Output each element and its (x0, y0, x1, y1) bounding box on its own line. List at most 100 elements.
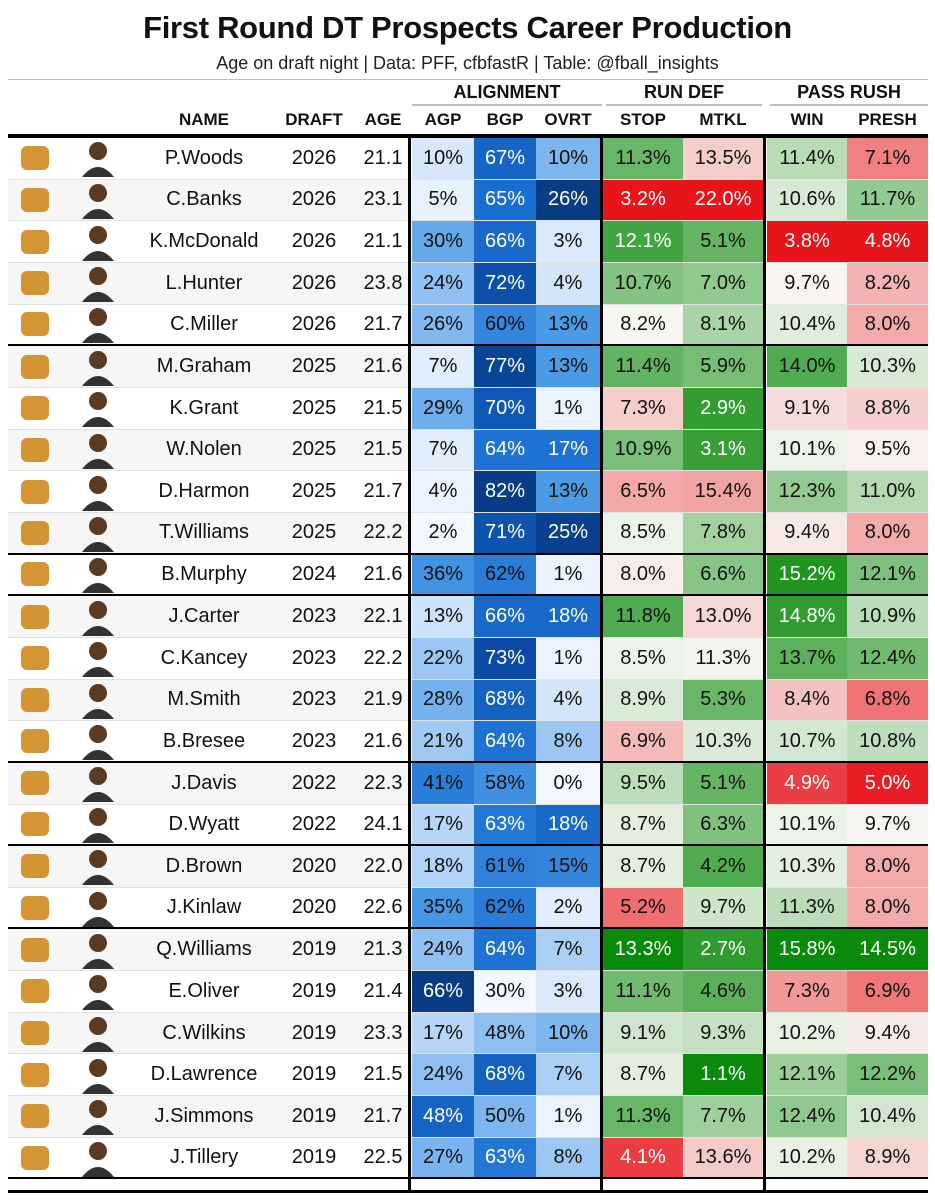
cell-ovrt: 13% (536, 304, 600, 345)
notre-dame-nd-logo (8, 1138, 62, 1178)
cell-stop: 11.8% (603, 596, 683, 637)
player-headshot (62, 305, 134, 345)
cell-stop: 4.1% (603, 1137, 683, 1178)
cell-win: 15.8% (767, 929, 847, 971)
table-bottom-rule (8, 1190, 928, 1193)
cell-mtkl: 7.7% (683, 1096, 763, 1137)
cell-bgp: 62% (474, 554, 536, 595)
texas-tech-logo (8, 263, 62, 304)
table-row: L.Hunter 2026 23.8 24% 72% 4% 10.7% 7.0% 9.7% 8.2… (8, 262, 928, 305)
draft-age: 21.5 (363, 1063, 403, 1086)
draft-year: 2025 (291, 521, 337, 544)
cell-agp: 66% (412, 971, 474, 1012)
ohio-state-logo (8, 513, 62, 553)
draft-age: 23.3 (363, 1021, 403, 1044)
player-headshot (62, 805, 134, 845)
table-row: B.Murphy 2024 21.6 36% 62% 1% 8.0% 6.6% 15.2% 12.… (8, 554, 928, 597)
cell-win: 13.7% (767, 637, 847, 679)
draft-age: 23.1 (363, 188, 403, 211)
cell-stop: 8.5% (603, 512, 683, 553)
cell-ovrt: 3% (536, 971, 600, 1012)
player-headshot (62, 471, 134, 512)
draft-age: 24.1 (363, 812, 403, 835)
cell-bgp: 48% (474, 1012, 536, 1054)
draft-age: 21.7 (363, 312, 403, 335)
column-header-presh: PRESH (858, 110, 917, 129)
cell-win: 12.3% (767, 471, 847, 512)
cell-win: 15.2% (767, 554, 847, 595)
cell-ovrt: 13% (536, 471, 600, 512)
header-divider (8, 79, 928, 80)
player-name: P.Woods (164, 146, 244, 169)
player-headshot (62, 1013, 134, 1054)
cell-ovrt: 7% (536, 1054, 600, 1096)
player-name: K.Grant (169, 396, 239, 419)
table-row: P.Woods 2026 21.1 10% 67% 10% 11.3% 13.5% 11.4% 7… (8, 138, 928, 180)
player-name: M.Graham (156, 355, 252, 378)
player-name: L.Hunter (165, 271, 243, 294)
cell-stop: 8.7% (603, 804, 683, 845)
table-row: E.Oliver 2019 21.4 66% 30% 3% 11.1% 4.6% 7.3% 6.9… (8, 971, 928, 1013)
cell-stop: 11.3% (603, 138, 683, 179)
draft-year: 2023 (291, 688, 337, 711)
cell-mtkl: 4.2% (683, 846, 763, 887)
cell-presh: 11.0% (847, 471, 928, 512)
cell-mtkl: 5.3% (683, 679, 763, 721)
cell-agp: 28% (412, 679, 474, 721)
player-headshot (62, 1096, 134, 1137)
draft-year: 2023 (291, 729, 337, 752)
cell-presh: 6.8% (847, 679, 928, 721)
player-name: B.Bresee (162, 729, 246, 752)
table-row: K.Grant 2025 21.5 29% 70% 1% 7.3% 2.9% 9.1% 8.8% (8, 387, 928, 430)
table-row: B.Bresee 2023 21.6 21% 64% 8% 6.9% 10.3% 10.7% 10… (8, 721, 928, 763)
player-headshot (62, 680, 134, 721)
cell-presh: 6.9% (847, 971, 928, 1012)
oregon-o-logo (8, 471, 62, 512)
draft-age: 21.1 (363, 146, 403, 169)
cell-presh: 8.9% (847, 1137, 928, 1178)
draft-age: 21.9 (363, 688, 403, 711)
player-headshot (62, 971, 134, 1012)
table-top-rule (8, 134, 928, 138)
cell-win: 9.7% (767, 262, 847, 304)
draft-age: 21.7 (363, 1104, 403, 1127)
player-name: B.Murphy (161, 562, 247, 585)
houston-uh-logo (8, 971, 62, 1012)
cell-agp: 17% (412, 1012, 474, 1054)
auburn-au-logo (8, 846, 62, 887)
draft-age: 21.6 (363, 562, 403, 585)
cell-win: 11.4% (767, 138, 847, 179)
cell-agp: 24% (412, 1054, 474, 1096)
draft-year: 2026 (291, 271, 337, 294)
cell-presh: 8.0% (847, 887, 928, 928)
cell-bgp: 64% (474, 721, 536, 761)
texas-longhorn-logo (8, 555, 62, 595)
cell-presh: 11.7% (847, 179, 928, 221)
player-headshot (62, 263, 134, 304)
cell-mtkl: 6.6% (683, 554, 763, 595)
cell-ovrt: 10% (536, 138, 600, 179)
cell-win: 10.3% (767, 846, 847, 887)
cell-mtkl: 5.1% (683, 221, 763, 262)
player-name: C.Miller (170, 312, 238, 335)
cell-presh: 4.8% (847, 221, 928, 262)
player-headshot (62, 888, 134, 928)
draft-year: 2019 (291, 1021, 337, 1044)
cell-stop: 8.7% (603, 1054, 683, 1096)
cell-stop: 11.3% (603, 1096, 683, 1137)
draft-year: 2026 (291, 188, 337, 211)
player-name: D.Harmon (158, 480, 250, 503)
cell-win: 8.4% (767, 679, 847, 721)
player-name: D.Lawrence (150, 1063, 258, 1086)
cell-bgp: 68% (474, 1054, 536, 1096)
cell-agp: 17% (412, 804, 474, 845)
cell-bgp: 67% (474, 138, 536, 179)
cell-agp: 48% (412, 1096, 474, 1137)
cell-presh: 12.4% (847, 637, 928, 679)
draft-year: 2022 (291, 771, 337, 794)
divider-alignment (408, 138, 411, 1190)
cell-win: 7.3% (767, 971, 847, 1012)
table-row: J.Davis 2022 22.3 41% 58% 0% 9.5% 5.1% 4.9% 5.0% (8, 762, 928, 805)
cell-win: 10.2% (767, 1012, 847, 1054)
player-name: D.Wyatt (168, 812, 240, 835)
